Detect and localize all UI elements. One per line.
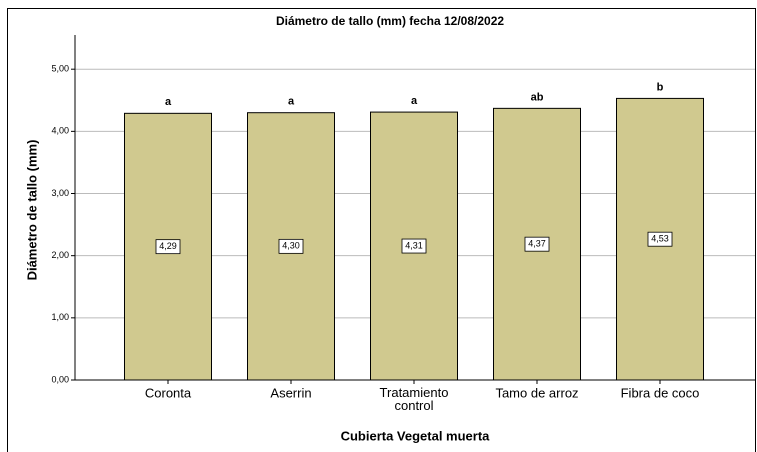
chart-title: Diámetro de tallo (mm) fecha 12/08/2022 <box>276 14 504 28</box>
bar <box>493 107 581 381</box>
value-label-box <box>524 236 550 252</box>
annotation: a <box>165 96 172 108</box>
value-label-box <box>647 231 673 247</box>
x-axis-label: Cubierta Vegetal muerta <box>341 428 491 443</box>
x-tick-label: Tamo de arroz <box>495 385 578 400</box>
y-tick-label: 2,00 <box>51 250 69 260</box>
y-tick-label: 3,00 <box>51 188 69 198</box>
value-label-box <box>401 238 427 254</box>
value-label: 4,30 <box>282 241 300 251</box>
annotation: b <box>657 81 664 93</box>
y-tick-label: 4,00 <box>51 126 69 136</box>
x-tick-label: Aserrin <box>270 385 311 400</box>
y-tick-label: 0,00 <box>51 374 69 384</box>
y-axis-label: Diámetro de tallo (mm) <box>24 140 39 281</box>
annotation: a <box>288 96 295 108</box>
y-tick-label: 5,00 <box>51 64 69 74</box>
annotation: a <box>411 95 418 107</box>
value-label-box <box>155 239 181 255</box>
value-label-box <box>278 238 304 254</box>
value-label: 4,53 <box>651 234 669 244</box>
y-tick-label: 1,00 <box>51 312 69 322</box>
x-tick-label: Coronta <box>145 385 192 400</box>
value-label: 4,37 <box>528 239 546 249</box>
x-tick-label-line: Tratamiento <box>380 385 449 400</box>
x-tick-label-line: control <box>394 398 433 413</box>
x-tick-label: Fibra de coco <box>621 385 700 400</box>
value-label: 4,29 <box>159 241 177 251</box>
value-label: 4,31 <box>405 240 423 250</box>
annotation: ab <box>531 91 544 103</box>
x-tick-label: Tratamiento control <box>380 385 449 413</box>
frame <box>7 8 756 452</box>
